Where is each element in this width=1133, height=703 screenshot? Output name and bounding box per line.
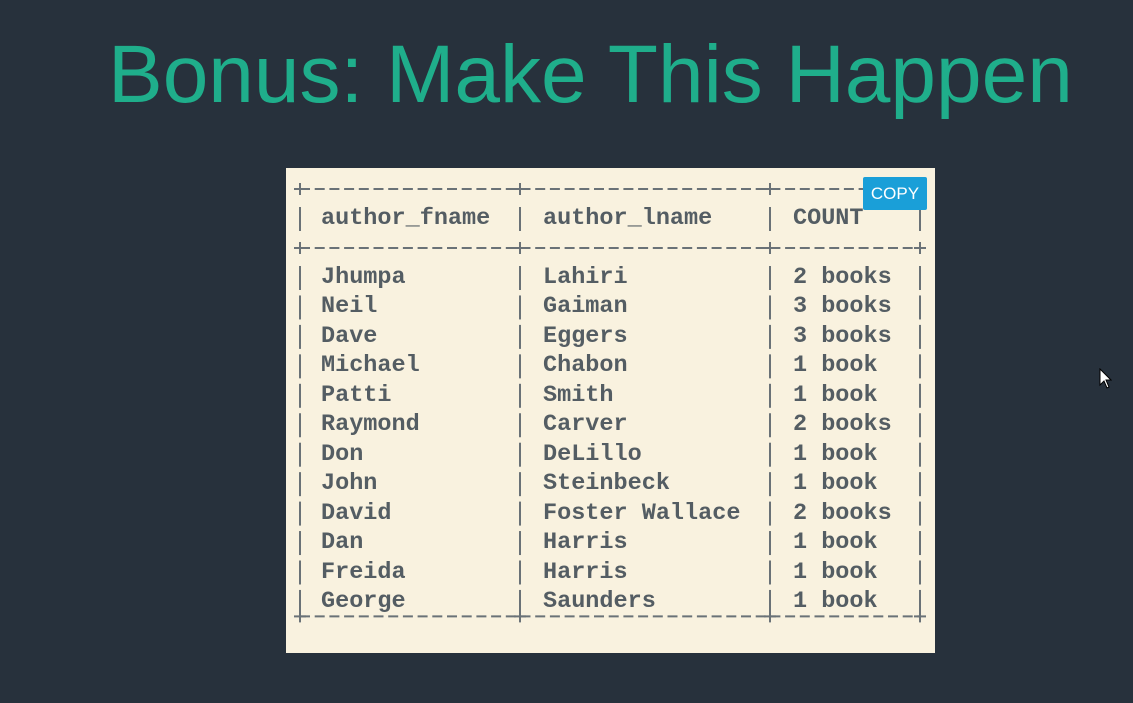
code-block: COPY author_fname author_lname COUNT Jhumpa… <box>286 168 935 653</box>
table-cell: David <box>321 499 392 527</box>
table-cell: Raymond <box>321 411 420 439</box>
table-cell: Dan <box>321 529 364 557</box>
table-cell: 1 book <box>793 381 878 409</box>
table-cell: Chabon <box>543 352 628 380</box>
table-cell: author_fname <box>321 205 491 232</box>
table-cell: Smith <box>543 381 614 409</box>
table-cell: Patti <box>321 381 392 409</box>
mouse-cursor <box>1099 368 1112 389</box>
table-cell: 1 book <box>793 470 878 498</box>
copy-button[interactable]: COPY <box>863 177 927 210</box>
table-cell: 1 book <box>793 440 878 468</box>
table-cell: George <box>321 587 406 615</box>
table-cell: author_lname <box>543 205 713 232</box>
table-cell: 2 books <box>793 264 892 291</box>
table-cell: 1 book <box>793 558 878 586</box>
table-cell: 1 book <box>793 352 878 380</box>
table-cell: Harris <box>543 529 628 557</box>
table-cell: Saunders <box>543 587 656 615</box>
table-cell: Michael <box>321 352 420 380</box>
table-cell: COUNT <box>793 205 864 232</box>
table-cell: Foster Wallace <box>543 499 741 527</box>
table-cell: DeLillo <box>543 440 642 468</box>
table-cell: Carver <box>543 411 628 439</box>
table-cell: Freida <box>321 558 406 586</box>
table-cell: Jhumpa <box>321 264 406 291</box>
table-cell: 3 books <box>793 293 892 321</box>
table-cell: Steinbeck <box>543 470 670 498</box>
table-cell: 2 books <box>793 411 892 439</box>
table-cell: 1 book <box>793 529 878 557</box>
table-frame <box>294 183 926 623</box>
table-cell: Don <box>321 440 364 468</box>
table-cell: 3 books <box>793 322 892 350</box>
table-cell: Lahiri <box>543 264 628 291</box>
table-cell: 1 book <box>793 587 878 615</box>
slide-title: Bonus: Make This Happen <box>108 29 1073 120</box>
table-cell: Eggers <box>543 322 628 350</box>
table-cell: Neil <box>321 293 378 321</box>
table-cell: John <box>321 470 378 498</box>
table-cell: Dave <box>321 322 378 350</box>
table-cell: Harris <box>543 558 628 586</box>
table-cell: Gaiman <box>543 293 628 321</box>
table-cell: 2 books <box>793 499 892 527</box>
